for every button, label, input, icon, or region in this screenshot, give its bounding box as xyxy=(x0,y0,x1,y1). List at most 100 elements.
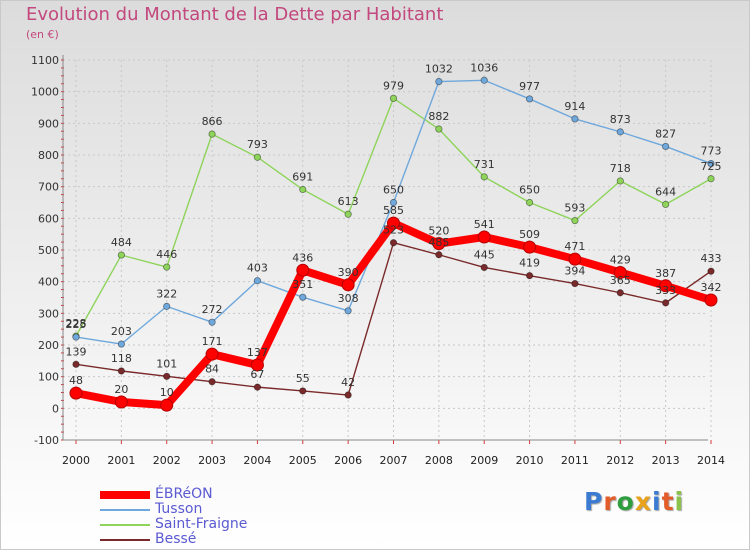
data-label: 585 xyxy=(383,204,404,217)
data-label: 394 xyxy=(564,265,585,278)
data-label: 541 xyxy=(474,218,495,231)
data-point xyxy=(208,378,216,386)
legend-item: ÉBRéON xyxy=(100,487,247,502)
x-tick-label: 2006 xyxy=(334,454,362,467)
data-label: 509 xyxy=(519,228,540,241)
data-label: 48 xyxy=(69,374,83,387)
data-point xyxy=(435,125,443,133)
data-point xyxy=(616,128,624,136)
data-label: 419 xyxy=(519,257,540,270)
legend-item: Saint-Fraigne xyxy=(100,517,247,532)
data-point xyxy=(253,153,262,161)
data-point xyxy=(163,263,171,271)
y-tick-label: 0 xyxy=(52,402,59,415)
data-label: 718 xyxy=(610,162,631,175)
series-3 xyxy=(69,216,718,412)
data-point xyxy=(571,216,579,225)
data-point xyxy=(525,95,534,103)
y-tick-label: 400 xyxy=(38,276,59,289)
data-label: 42 xyxy=(341,376,355,389)
data-point xyxy=(208,318,216,326)
data-label: 342 xyxy=(701,281,722,294)
data-point xyxy=(480,263,488,272)
x-tick-label: 2000 xyxy=(62,454,90,467)
logo-letter: x xyxy=(634,487,652,516)
data-point xyxy=(480,173,488,181)
data-label: 793 xyxy=(247,138,268,151)
data-label: 523 xyxy=(383,224,404,237)
legend-item: Bessé xyxy=(100,532,247,547)
data-point xyxy=(296,263,310,277)
series-layer xyxy=(69,76,718,412)
data-label: 445 xyxy=(474,248,495,261)
data-point xyxy=(432,237,446,251)
data-label: 228 xyxy=(66,317,87,330)
data-label: 118 xyxy=(111,352,132,365)
legend: ÉBRéON Tusson Saint-Fraigne Bessé xyxy=(100,487,247,547)
y-tick-label: 1000 xyxy=(31,86,59,99)
data-label: 866 xyxy=(202,115,223,128)
data-point xyxy=(480,76,488,84)
data-label: 650 xyxy=(519,184,540,197)
data-point xyxy=(662,142,670,151)
chart-title: Evolution du Montant de la Dette par Hab… xyxy=(26,4,444,25)
data-point xyxy=(160,398,174,412)
data-point xyxy=(299,185,307,194)
data-label: 84 xyxy=(205,363,219,376)
x-tick-label: 2010 xyxy=(516,454,544,467)
data-label: 137 xyxy=(247,346,268,359)
data-point xyxy=(163,372,171,380)
data-point xyxy=(205,347,219,361)
data-label: 55 xyxy=(296,372,310,385)
data-label: 446 xyxy=(156,248,177,261)
x-tick-label: 2005 xyxy=(289,454,317,467)
x-tick-label: 2013 xyxy=(652,454,680,467)
data-point xyxy=(662,299,670,307)
data-point xyxy=(387,216,400,230)
data-label: 351 xyxy=(292,278,313,291)
data-point xyxy=(163,302,171,310)
data-label: 436 xyxy=(292,251,313,264)
data-label: 1036 xyxy=(470,61,498,74)
data-point xyxy=(72,360,80,368)
data-label: 484 xyxy=(111,236,132,249)
legend-swatch xyxy=(100,538,150,541)
logo-letter: P xyxy=(584,487,604,516)
y-tick-label: 500 xyxy=(38,244,59,257)
data-point xyxy=(341,278,355,292)
logo-letter: o xyxy=(616,487,635,516)
data-point xyxy=(435,251,443,259)
data-label: 101 xyxy=(156,357,177,370)
data-label: 485 xyxy=(428,236,449,249)
x-tick-label: 2001 xyxy=(107,454,135,467)
data-point xyxy=(571,115,579,123)
grid-layer xyxy=(63,59,712,441)
data-label: 433 xyxy=(701,252,722,265)
y-tick-label: -100 xyxy=(34,434,59,447)
logo-letter: i xyxy=(652,487,662,516)
data-label: 429 xyxy=(610,253,631,266)
y-tick-label: 300 xyxy=(38,307,59,320)
data-label: 390 xyxy=(338,266,359,279)
data-label: 225 xyxy=(66,318,87,331)
series-0 xyxy=(72,239,715,399)
x-tick-label: 2012 xyxy=(606,454,634,467)
data-label: 308 xyxy=(338,292,359,305)
data-point xyxy=(704,293,718,307)
axes-layer: -100 0 100 200 300 400 500 600 700 800 900 1000 1100… xyxy=(31,54,725,467)
data-point xyxy=(571,279,579,288)
data-label: 691 xyxy=(292,171,313,184)
data-point xyxy=(117,367,125,375)
chart-unit: (en €) xyxy=(26,28,59,41)
x-tick-label: 2011 xyxy=(561,454,589,467)
data-label: 20 xyxy=(114,383,128,396)
data-label: 203 xyxy=(111,325,132,338)
data-point xyxy=(707,159,715,168)
data-point xyxy=(435,77,443,86)
data-point xyxy=(525,198,534,207)
x-tick-label: 2009 xyxy=(470,454,498,467)
data-point xyxy=(253,277,262,285)
data-point xyxy=(659,279,673,293)
y-tick-label: 100 xyxy=(38,371,59,384)
